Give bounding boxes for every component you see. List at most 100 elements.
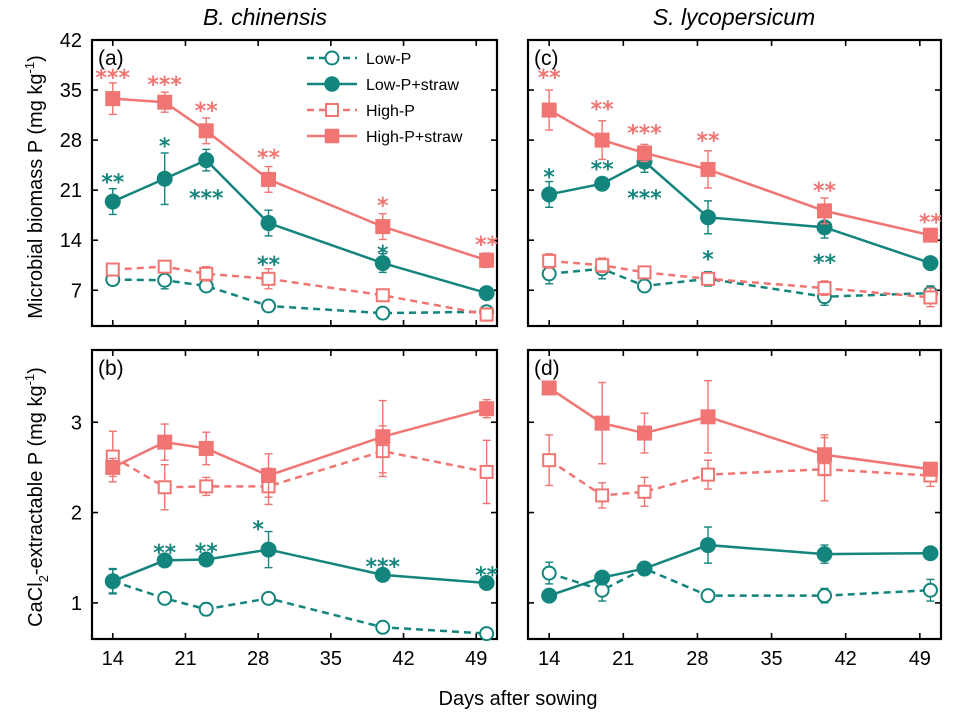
data-point [541,565,557,581]
y-tick-label: 28 [60,130,82,152]
y-tick-label: 42 [60,30,82,52]
y-tick-label: 21 [60,180,82,202]
significance-label: ** [101,170,125,195]
data-point [817,203,833,219]
data-point [636,425,652,441]
significance-label: ** [591,157,615,182]
series-high-p-straw [541,380,938,477]
data-point [105,459,121,475]
x-tick-label: 21 [174,648,196,670]
data-point [198,123,214,139]
data-point [542,253,557,268]
series-line [548,386,931,471]
panel-frame-c [526,38,943,328]
data-point [260,541,277,558]
data-point [817,281,832,296]
series-line [548,108,931,237]
series-high-p-straw [105,82,495,269]
data-point [261,271,276,286]
significance-label: *** [147,73,182,98]
data-point [922,227,938,243]
y-tick-label: 14 [60,230,82,252]
y-axis-label-bottom-sup: -1 [22,374,37,386]
data-point [104,193,121,210]
series-low-p-straw [541,526,939,604]
data-point [479,464,494,479]
series-line [548,567,931,597]
data-point [922,461,938,477]
y-axis-label-bottom-pre: CaCl [25,582,47,626]
data-point [700,537,717,554]
y-axis-label-bottom-end: ) [25,367,47,374]
data-point [922,545,939,562]
x-tick-label: 28 [247,648,269,670]
significance-label: ** [195,540,219,565]
legend-label-high-p: High-P [366,103,415,120]
y-axis-label-top-sup: -1 [22,62,37,74]
series-high-p [105,259,494,322]
data-point [156,552,173,569]
series-low-p-straw [104,148,495,302]
data-point [636,278,652,294]
series-line [548,160,931,265]
data-point [478,575,495,592]
legend: Low-P Low-P+straw High-P High-P+straw [307,50,463,146]
data-point [105,91,121,107]
series-line [112,580,487,635]
significance-label: ** [153,541,177,566]
data-point [817,588,833,604]
significance-label: * [543,165,555,190]
legend-item-low-p: Low-P [307,50,411,68]
data-point [541,186,558,203]
data-point [541,102,557,118]
data-point [157,272,173,288]
data-point [105,262,120,277]
data-point [374,566,391,583]
panel-label-d: (d) [534,357,560,380]
y-axis-label-top: Microbial biomass P (mg kg-1) [22,55,47,319]
legend-label-low-p-straw: Low-P+straw [366,77,459,94]
significance-label: ** [195,99,219,124]
x-axis-label: Days after sowing [439,688,598,710]
data-point [375,288,390,303]
panel-c: (c)******* ******* ****** ** [526,38,943,328]
series-line [112,449,487,489]
panel-label-c: (c) [534,47,559,70]
series-line [112,158,487,295]
panel-label-b: (b) [98,357,124,380]
data-point [261,171,277,187]
column-title-left: B. chinensis [203,4,328,30]
data-point [594,582,610,598]
y-axis-label-top-main: Microbial biomass P (mg kg [25,73,47,318]
data-point [375,619,391,635]
data-point [701,271,716,286]
panel-frame-b [90,348,499,641]
series-high-p-straw [105,398,495,498]
legend-item-low-p-straw: Low-P+straw [307,76,459,94]
significance-label: ** [475,563,499,588]
x-tick-label: 35 [760,648,782,670]
data-point [261,298,277,314]
data-point [594,415,610,431]
data-point [260,215,277,232]
data-point [198,601,214,617]
legend-item-high-p-straw: High-P+straw [307,128,463,146]
significance-label: ** [813,179,837,204]
data-point [636,145,652,161]
data-point [157,259,172,274]
data-point [542,453,557,468]
y-axis-label-bottom-mid: -extractable P (mg kg [25,385,47,575]
significance-label: ** [257,146,281,171]
panel-frame-a [90,38,499,328]
data-point [199,479,214,494]
data-point [541,587,558,604]
data-point [700,161,716,177]
x-tick-label: 28 [686,648,708,670]
data-point [541,380,557,396]
data-point [198,440,214,456]
significance-label: ** [919,210,943,235]
data-point [156,170,173,187]
y-axis-label-top-end: ) [25,55,47,62]
data-point [922,255,939,272]
